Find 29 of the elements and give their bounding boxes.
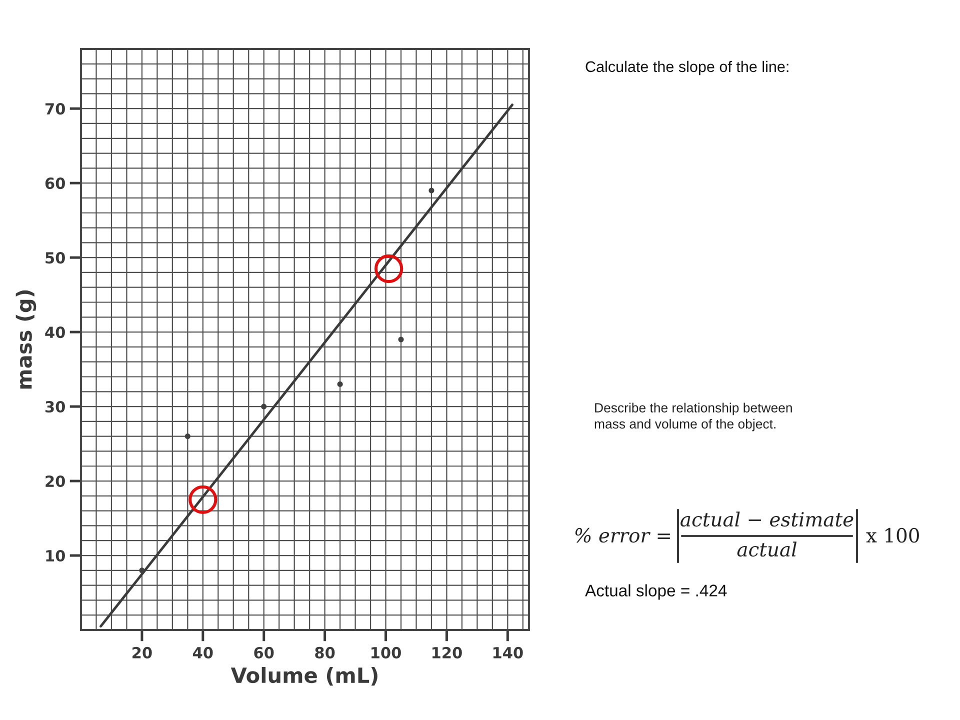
x-tick-label: 140 (493, 646, 523, 658)
text: x 100 (866, 528, 919, 543)
point (398, 336, 404, 342)
x-tick-label: 20 (132, 646, 152, 658)
point (337, 381, 343, 387)
y-tick-label: 30 (45, 401, 65, 413)
text: Calculate the slope of the line: (586, 60, 788, 76)
y-tick-label: 70 (45, 103, 65, 115)
text: actual (737, 542, 797, 557)
y-axis-title: mass (g) (16, 290, 36, 389)
text: Describe the relationship between mass and volume of the object. (594, 402, 792, 432)
text: Actual slope = .424 (585, 584, 727, 600)
text: actual − estimate (680, 512, 854, 527)
x-axis-title: Volume (mL) (230, 667, 378, 686)
y-tick-label: 60 (45, 178, 65, 190)
point (184, 434, 190, 440)
y-tick-label: 50 (46, 252, 65, 264)
text: % error = (575, 528, 670, 543)
x-tick-label: 80 (315, 646, 335, 658)
x-tick-label: 60 (254, 646, 274, 658)
y-tick-label: 10 (46, 550, 65, 562)
y-tick-label: 20 (46, 475, 65, 488)
point (261, 404, 267, 410)
point (139, 568, 145, 574)
point (428, 188, 434, 194)
x-tick-label: 100 (372, 646, 401, 658)
y-tick-label: 40 (45, 326, 65, 338)
x-tick-label: 40 (192, 646, 213, 658)
x-tick-label: 120 (432, 646, 462, 658)
